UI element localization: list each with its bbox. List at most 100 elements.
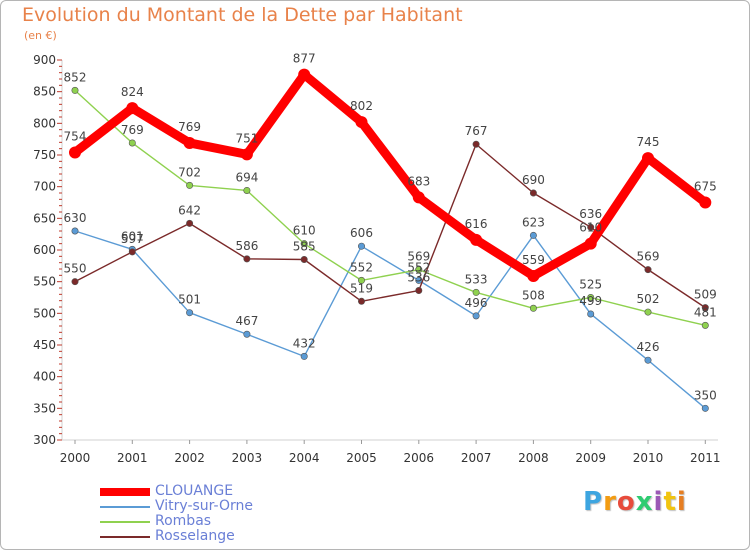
data-point (644, 308, 652, 316)
y-tick-label: 500 (33, 306, 56, 320)
series-line-clouange (70, 70, 710, 281)
data-point (415, 276, 423, 284)
data-label: 533 (465, 272, 488, 286)
legend-label: CLOUANGE (155, 483, 234, 499)
data-point (240, 148, 253, 161)
data-label: 569 (637, 250, 660, 264)
data-label: 754 (64, 129, 87, 143)
x-tick-label: 2005 (346, 451, 377, 465)
data-label: 550 (64, 262, 87, 276)
data-point (587, 310, 595, 318)
data-point (71, 227, 79, 235)
y-tick-label: 400 (33, 370, 56, 384)
data-point (587, 223, 595, 231)
x-tick-label: 2000 (60, 451, 91, 465)
data-label: 525 (579, 278, 602, 292)
data-label: 508 (522, 288, 545, 302)
data-point (415, 266, 423, 274)
data-point (243, 186, 251, 194)
legend-label: Rombas (155, 513, 212, 529)
data-point (357, 242, 365, 250)
x-tick-label: 2002 (174, 451, 205, 465)
data-label: 751 (235, 131, 258, 145)
data-label: 767 (465, 124, 488, 138)
y-tick-label: 350 (33, 401, 56, 415)
data-point (128, 139, 136, 147)
y-tick-label: 650 (33, 211, 56, 225)
data-point (699, 196, 712, 209)
data-label: 606 (350, 226, 373, 240)
data-point (415, 287, 423, 295)
data-point (642, 152, 654, 165)
data-label: 426 (637, 340, 660, 354)
y-tick-label: 700 (33, 180, 56, 194)
y-tick-label: 300 (33, 433, 56, 447)
legend-swatch (100, 506, 150, 508)
data-label: 745 (637, 135, 660, 149)
data-point (527, 269, 540, 282)
data-label: 877 (293, 52, 316, 66)
data-point (300, 255, 308, 263)
series-line-rombas (74, 89, 706, 327)
legend-label: Vitry-sur-Orne (155, 498, 253, 514)
data-label: 802 (350, 99, 373, 113)
y-tick-label: 750 (33, 148, 56, 162)
data-label: 432 (293, 336, 316, 350)
series-line-rosselange (74, 143, 706, 309)
data-point (470, 233, 483, 246)
data-point (243, 330, 251, 338)
y-tick-label: 550 (33, 275, 56, 289)
data-label: 586 (235, 239, 258, 253)
legend-swatch (100, 536, 150, 538)
data-label: 585 (293, 240, 316, 254)
data-label: 636 (579, 207, 602, 221)
x-tick-label: 2001 (117, 451, 148, 465)
chart-title: Evolution du Montant de la Dette par Hab… (22, 4, 463, 26)
data-label: 769 (121, 123, 144, 137)
x-tick-label: 2006 (404, 451, 435, 465)
legend-label: Rosselange (155, 528, 235, 544)
data-label: 852 (64, 70, 87, 84)
y-tick-label: 800 (33, 116, 56, 130)
data-label: 481 (694, 305, 717, 319)
data-point (529, 304, 537, 312)
data-label: 467 (235, 314, 258, 328)
data-point (644, 266, 652, 274)
data-label: 769 (178, 120, 201, 134)
data-label: 824 (121, 85, 144, 99)
data-point (644, 356, 652, 364)
chart-subtitle: (en €) (24, 29, 57, 42)
x-tick-label: 2003 (232, 451, 263, 465)
y-tick-label: 900 (33, 53, 56, 67)
x-tick-label: 2007 (461, 451, 492, 465)
x-tick-label: 2008 (518, 451, 549, 465)
logo-letter: x (635, 487, 654, 517)
proxiti-logo: Proxiti (583, 487, 687, 517)
data-point (472, 312, 480, 320)
logo-letter: i (676, 487, 687, 517)
data-point (357, 297, 365, 305)
data-point (355, 116, 368, 129)
data-point (587, 293, 595, 301)
data-label: 502 (637, 292, 660, 306)
data-label: 536 (407, 271, 430, 285)
series-lines (70, 70, 710, 410)
logo-letter: o (616, 487, 636, 517)
data-point (69, 146, 81, 159)
series-points (69, 68, 712, 412)
y-tick-label: 450 (33, 338, 56, 352)
data-point (183, 136, 196, 149)
x-tick-label: 2010 (633, 451, 664, 465)
data-label: 690 (522, 173, 545, 187)
data-point (584, 237, 597, 250)
data-label: 683 (407, 174, 430, 188)
data-point (300, 240, 308, 248)
logo-letter: t (663, 487, 677, 517)
data-point (472, 288, 480, 296)
x-tick-label: 2011 (690, 451, 721, 465)
data-label: 601 (121, 229, 144, 243)
data-label: 642 (178, 203, 201, 217)
y-tick-label: 600 (33, 243, 56, 257)
